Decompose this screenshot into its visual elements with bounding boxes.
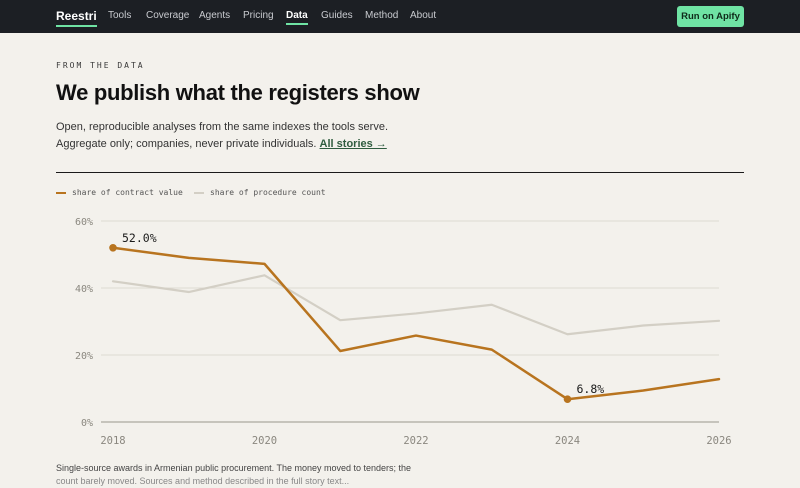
y-tick-label: 0% xyxy=(81,418,93,429)
chart-caption: Single-source awards in Armenian public … xyxy=(56,462,416,488)
x-tick-label: 2020 xyxy=(252,435,277,447)
legend-item-procedure-count[interactable]: share of procedure count xyxy=(194,188,326,197)
section-divider xyxy=(56,172,744,173)
nav-item-data[interactable]: Data xyxy=(286,10,308,25)
annotated-point xyxy=(563,395,572,404)
y-tick-label: 20% xyxy=(75,351,93,362)
nav-item-agents[interactable]: Agents xyxy=(199,10,231,21)
nav-item-coverage[interactable]: Coverage xyxy=(146,10,190,21)
x-tick-label: 2022 xyxy=(403,435,428,447)
annotation-label: 6.8% xyxy=(577,382,605,396)
legend-label-procedure-count: share of procedure count xyxy=(210,188,326,197)
all-stories-link[interactable]: All stories → xyxy=(319,137,387,150)
annotated-point xyxy=(109,244,117,252)
page-title: We publish what the registers show xyxy=(56,80,420,105)
caption-cutoff: count barely moved. Sources and method d… xyxy=(56,476,350,486)
annotation-label: 52.0% xyxy=(122,231,157,245)
eyebrow-label: FROM THE DATA xyxy=(56,61,145,70)
x-tick-label: 2026 xyxy=(706,435,731,447)
nav-item-guides[interactable]: Guides xyxy=(321,10,353,21)
legend-label-contract-value: share of contract value xyxy=(72,188,183,197)
series-line-procedure-count xyxy=(111,274,721,336)
y-tick-label: 60% xyxy=(75,217,93,228)
nav-item-tools[interactable]: Tools xyxy=(108,10,132,21)
legend-swatch-contract-value xyxy=(56,191,66,194)
run-on-apify-button[interactable]: Run on Apify xyxy=(677,6,744,27)
x-tick-label: 2024 xyxy=(555,435,580,447)
top-nav: Reestri Tools Coverage Agents Pricing Da… xyxy=(0,0,800,33)
lede-paragraph: Open, reproducible analyses from the sam… xyxy=(56,119,416,152)
brand-logo[interactable]: Reestri xyxy=(56,9,97,27)
nav-item-about[interactable]: About xyxy=(410,10,437,21)
legend-item-contract-value[interactable]: share of contract value xyxy=(56,188,183,197)
series-line-contract-value xyxy=(111,246,721,401)
nav-item-method[interactable]: Method xyxy=(365,10,399,21)
lede-text: Open, reproducible analyses from the sam… xyxy=(56,121,389,150)
caption-text: Single-source awards in Armenian public … xyxy=(56,463,412,473)
nav-item-pricing[interactable]: Pricing xyxy=(243,10,274,21)
y-tick-label: 40% xyxy=(75,284,93,295)
legend-swatch-procedure-count xyxy=(194,191,204,194)
x-tick-label: 2018 xyxy=(100,435,125,447)
